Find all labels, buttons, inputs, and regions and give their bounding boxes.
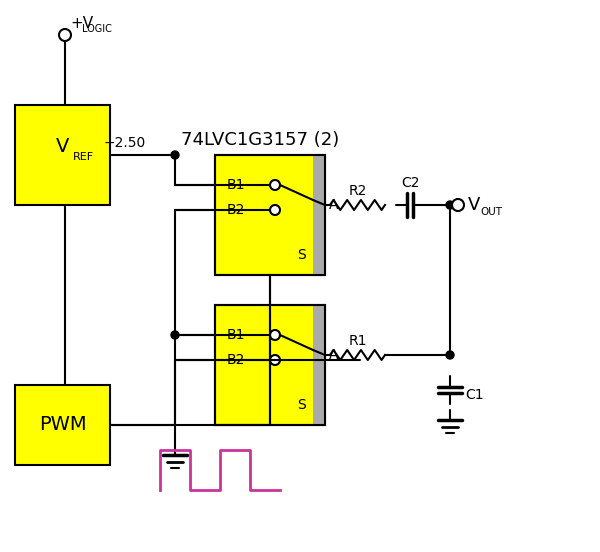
Text: 74LVC1G3157 (2): 74LVC1G3157 (2)	[181, 131, 339, 149]
Circle shape	[270, 330, 280, 340]
Circle shape	[59, 29, 71, 41]
Circle shape	[446, 201, 454, 209]
Text: V: V	[56, 137, 69, 157]
Text: +V: +V	[70, 15, 93, 30]
Circle shape	[270, 180, 280, 190]
Text: B2: B2	[227, 353, 245, 367]
Text: V: V	[468, 196, 481, 214]
Text: LOGIC: LOGIC	[82, 24, 112, 34]
Text: REF: REF	[73, 152, 94, 162]
Text: PWM: PWM	[38, 416, 86, 434]
Circle shape	[270, 355, 280, 365]
Text: A: A	[329, 348, 338, 362]
Bar	[215, 305, 325, 425]
Circle shape	[452, 199, 464, 211]
Text: S: S	[296, 248, 305, 262]
Bar	[15, 105, 110, 205]
Text: B2: B2	[227, 203, 245, 217]
Bar	[215, 305, 325, 425]
Text: C2: C2	[401, 176, 419, 190]
Circle shape	[446, 351, 454, 359]
Bar	[15, 385, 110, 465]
Text: B1: B1	[227, 328, 245, 342]
Text: B1: B1	[227, 178, 245, 192]
Text: R1: R1	[348, 334, 367, 348]
Text: A: A	[329, 198, 338, 212]
Text: OUT: OUT	[480, 207, 502, 217]
Circle shape	[171, 331, 179, 339]
Bar	[313, 155, 325, 275]
Bar	[215, 155, 325, 275]
Bar	[313, 305, 325, 425]
Text: S: S	[296, 398, 305, 412]
Text: +2.50: +2.50	[104, 136, 146, 150]
Text: R2: R2	[349, 184, 367, 198]
Text: C1: C1	[465, 388, 484, 402]
Circle shape	[270, 205, 280, 215]
Bar	[215, 155, 325, 275]
Circle shape	[171, 151, 179, 159]
